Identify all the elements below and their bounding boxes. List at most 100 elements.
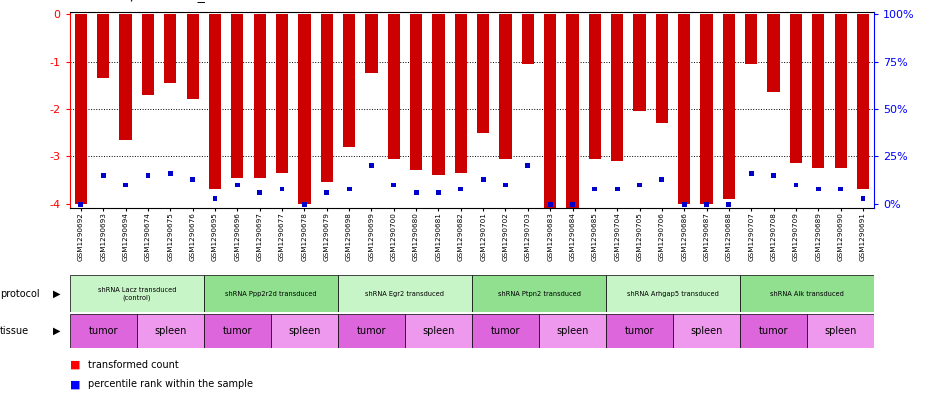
Bar [606, 275, 740, 312]
Text: spleen: spleen [556, 326, 589, 336]
Text: shRNA Ptpn2 transduced: shRNA Ptpn2 transduced [498, 291, 580, 297]
Bar [723, 14, 735, 199]
Bar [790, 14, 803, 163]
Bar [678, 14, 690, 204]
Bar [97, 14, 110, 78]
Bar [656, 14, 668, 123]
Bar [659, 177, 664, 182]
Bar [271, 314, 338, 348]
Text: shRNA Ppp2r2d transduced: shRNA Ppp2r2d transduced [225, 291, 317, 297]
Text: tissue: tissue [0, 326, 29, 336]
Bar [145, 173, 151, 178]
Text: ■: ■ [70, 360, 80, 370]
Bar [235, 183, 240, 187]
Bar [410, 14, 422, 171]
Bar [123, 183, 128, 187]
Bar [432, 14, 445, 175]
Bar [70, 314, 137, 348]
Bar [137, 314, 204, 348]
Bar [544, 14, 556, 208]
Bar [522, 14, 534, 64]
Bar [838, 187, 844, 191]
Bar [726, 202, 731, 207]
Bar [254, 14, 266, 178]
Bar [74, 14, 87, 204]
Bar [167, 171, 173, 176]
Bar [570, 202, 575, 207]
Bar [611, 14, 623, 161]
Bar [548, 202, 552, 207]
Text: tumor: tumor [88, 326, 118, 336]
Bar [70, 275, 204, 312]
Bar [606, 314, 673, 348]
Bar [436, 190, 441, 195]
Bar [455, 14, 467, 173]
Bar [100, 173, 106, 178]
Text: tumor: tumor [222, 326, 252, 336]
Text: tumor: tumor [357, 326, 386, 336]
Bar [347, 187, 352, 191]
Bar [633, 14, 645, 111]
Text: shRNA Lacz transduced
(control): shRNA Lacz transduced (control) [98, 287, 176, 301]
Text: GDS4986 / 1421741_at: GDS4986 / 1421741_at [70, 0, 219, 2]
Bar [209, 14, 221, 189]
Bar [213, 196, 218, 201]
Text: percentile rank within the sample: percentile rank within the sample [88, 379, 253, 389]
Bar [539, 314, 606, 348]
Bar [525, 163, 530, 168]
Bar [740, 275, 874, 312]
Bar [749, 171, 753, 176]
Bar [481, 177, 485, 182]
Bar [343, 14, 355, 147]
Bar [392, 183, 396, 187]
Bar [673, 314, 740, 348]
Text: shRNA Egr2 transduced: shRNA Egr2 transduced [365, 291, 445, 297]
Bar [302, 202, 307, 207]
Bar [472, 314, 539, 348]
Bar [414, 190, 418, 195]
Text: tumor: tumor [625, 326, 655, 336]
Bar [325, 190, 329, 195]
Bar [857, 14, 870, 189]
Bar [704, 202, 709, 207]
Bar [816, 187, 821, 191]
Bar [458, 187, 463, 191]
Text: tumor: tumor [759, 326, 789, 336]
Bar [187, 14, 199, 99]
Text: shRNA Arhgap5 transduced: shRNA Arhgap5 transduced [627, 291, 719, 297]
Bar [338, 314, 405, 348]
Bar [589, 14, 601, 158]
Bar [338, 275, 472, 312]
Bar [592, 187, 597, 191]
Bar [812, 14, 825, 168]
Text: tumor: tumor [491, 326, 520, 336]
Bar [299, 14, 311, 204]
Text: shRNA Alk transduced: shRNA Alk transduced [770, 291, 844, 297]
Bar [472, 275, 606, 312]
Bar [807, 314, 874, 348]
Bar [682, 202, 686, 207]
Text: spleen: spleen [422, 326, 455, 336]
Text: spleen: spleen [825, 326, 857, 336]
Bar [78, 202, 84, 207]
Bar [834, 14, 847, 168]
Bar [740, 314, 807, 348]
Text: spleen: spleen [690, 326, 723, 336]
Bar [204, 314, 271, 348]
Bar [477, 14, 489, 132]
Bar [258, 190, 262, 195]
Text: transformed count: transformed count [88, 360, 179, 370]
Bar [615, 187, 619, 191]
Bar [388, 14, 400, 158]
Bar [191, 177, 195, 182]
Bar [232, 14, 244, 178]
Bar [141, 14, 154, 95]
Text: protocol: protocol [0, 289, 40, 299]
Bar [321, 14, 333, 182]
Bar [276, 14, 288, 173]
Text: ▶: ▶ [53, 326, 60, 336]
Bar [405, 314, 472, 348]
Text: ▶: ▶ [53, 289, 60, 299]
Bar [793, 183, 799, 187]
Bar [119, 14, 132, 140]
